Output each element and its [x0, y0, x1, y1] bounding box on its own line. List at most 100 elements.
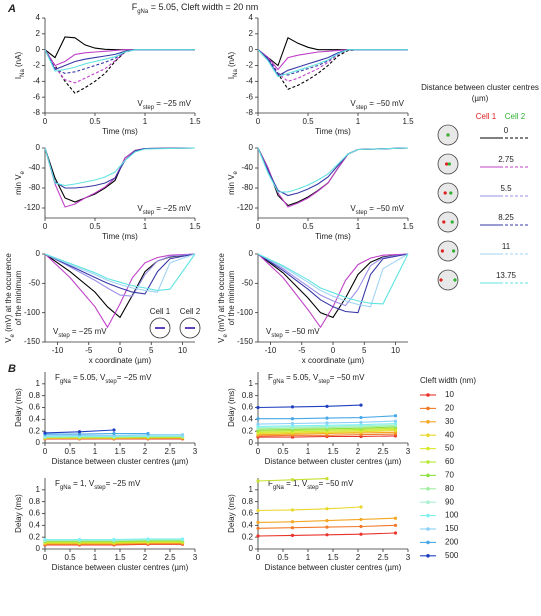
- text-part: = −25 mV: [117, 373, 152, 382]
- text-part: F: [268, 373, 273, 382]
- text-part: V: [137, 204, 143, 213]
- legend-title: Distance between cluster centres: [421, 83, 539, 92]
- y-tick-label: 1: [36, 485, 41, 494]
- legend-title: (µm): [472, 94, 489, 103]
- x-tick-label: 1: [93, 447, 98, 456]
- text-part: = 1, V: [71, 479, 95, 488]
- x-axis-label: x coordinate (µm): [302, 356, 365, 365]
- legend-label: 500: [445, 551, 459, 560]
- data-point: [393, 414, 398, 418]
- text-part: I: [227, 77, 236, 79]
- text-part: F: [132, 2, 138, 12]
- data-point: [77, 430, 82, 434]
- text-part: (mV) at the occurence: [217, 253, 226, 334]
- y-tick-label: 0: [36, 249, 41, 258]
- y-tick-label: -4: [246, 76, 254, 85]
- series-line: [44, 253, 196, 291]
- x-axis-label: Distance between cluster centres (µm): [265, 457, 402, 466]
- text-part: min V: [227, 174, 236, 195]
- data-point: [290, 405, 295, 409]
- legend-marker: [426, 393, 430, 397]
- x-tick-label: 1.5: [189, 222, 201, 231]
- cell-label: Cell 1: [476, 112, 497, 121]
- x-axis-label: Time (ms): [315, 232, 351, 241]
- x-tick-label: 0.5: [302, 222, 314, 231]
- x-tick-label: -10: [52, 346, 64, 355]
- text-part: F: [55, 373, 60, 382]
- y-tick-label: 0: [36, 143, 41, 152]
- series-line: [257, 49, 408, 78]
- legend-label: 60: [445, 457, 454, 466]
- series-line: [44, 147, 196, 187]
- data-point: [359, 505, 363, 509]
- data-point: [180, 433, 185, 437]
- series-line: [257, 49, 408, 76]
- data-point: [325, 507, 329, 511]
- cluster-dot: [452, 249, 456, 253]
- subscript: step: [105, 379, 117, 385]
- x-tick-label: 2: [356, 553, 361, 562]
- x-tick-label: 1: [93, 553, 98, 562]
- data-point: [359, 524, 363, 529]
- y-axis-label: Delay (ms): [227, 494, 236, 533]
- data-point: [256, 417, 260, 421]
- y-tick-label: -2: [246, 61, 254, 70]
- chart-title: FgNa = 5.05, Vstep= −25 mV: [55, 373, 152, 384]
- x-tick-label: 10: [391, 346, 400, 355]
- cluster-dot: [450, 220, 454, 224]
- series-line: [257, 253, 409, 305]
- text-part: V: [53, 327, 59, 336]
- data-point: [290, 526, 295, 530]
- y-axis-label: INa (nA): [14, 52, 25, 80]
- y-tick-label: 0.8: [242, 391, 254, 400]
- x-tick-label: 5: [362, 346, 367, 355]
- cell-icon: [437, 240, 459, 262]
- text-part: = 1, V: [284, 479, 308, 488]
- series-line: [44, 253, 196, 329]
- text-part: = −50 mV: [330, 373, 365, 382]
- x-tick-label: 1.5: [327, 447, 339, 456]
- y-tick-label: -40: [241, 163, 253, 172]
- x-axis-label: Time (ms): [102, 232, 138, 241]
- text-part: = −25 mV: [106, 479, 141, 488]
- data-point: [180, 537, 185, 541]
- text-part: = 5.05, Cleft width = 20 nm: [148, 2, 258, 12]
- text-part: I: [14, 77, 23, 79]
- y-tick-label: 0: [249, 249, 254, 258]
- legend-label: 10: [445, 390, 454, 399]
- series-line: [44, 49, 195, 72]
- y-tick-label: -150: [24, 337, 41, 346]
- text-part: F: [55, 479, 60, 488]
- legend-label: 150: [445, 524, 459, 533]
- legend-marker: [426, 513, 430, 518]
- subscript: e: [223, 333, 229, 337]
- y-tick-label: 0.6: [29, 509, 41, 518]
- x-tick-label: 0: [256, 222, 261, 231]
- annotation: Vstep = −25 mV: [53, 327, 107, 338]
- legend-marker: [426, 473, 430, 478]
- subscript: step: [318, 379, 330, 385]
- series-line: [44, 147, 196, 203]
- x-tick-label: 3: [193, 553, 198, 562]
- legend-marker: [426, 420, 430, 424]
- x-tick-label: -5: [298, 346, 306, 355]
- y-tick-label: -100: [237, 308, 254, 317]
- y-tick-label: 0.4: [242, 414, 254, 423]
- text-part: = −50 mV: [283, 327, 321, 336]
- text-part: (mV) at the occurence: [4, 253, 13, 334]
- y-axis-label: Ve (mV) at the occurence: [217, 253, 228, 343]
- data-point: [256, 520, 260, 524]
- y-axis-label: Delay (ms): [14, 388, 23, 427]
- x-tick-label: 0.5: [89, 222, 101, 231]
- cluster-dot: [449, 191, 453, 195]
- legend-label: 80: [445, 484, 454, 493]
- subscript: gNa: [273, 379, 285, 385]
- y-tick-label: -4: [33, 76, 41, 85]
- series-line: [257, 404, 362, 409]
- annotation: Vstep = −50 mV: [350, 99, 404, 110]
- x-tick-label: 0: [118, 346, 123, 355]
- legend-label: 8.25: [498, 213, 514, 222]
- y-tick-label: 0.2: [29, 426, 41, 435]
- x-tick-label: 1.5: [114, 447, 126, 456]
